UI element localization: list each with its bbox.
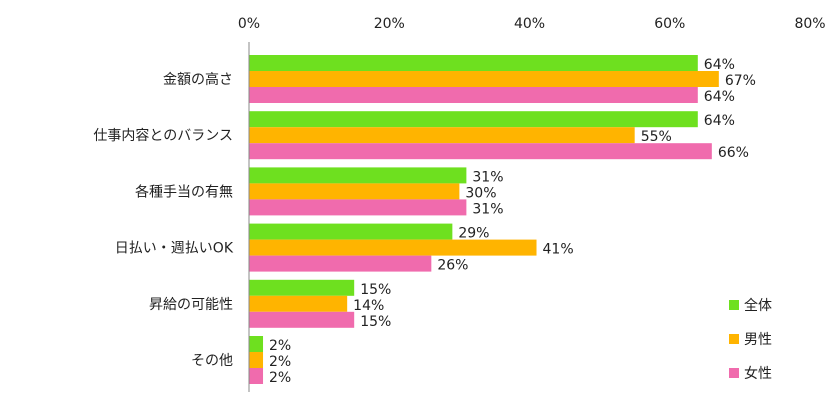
data-label: 15%: [360, 314, 391, 330]
bar: [249, 311, 355, 328]
data-label: 2%: [269, 338, 291, 354]
bar: [249, 336, 264, 352]
bar: [249, 295, 348, 312]
x-tick-label: 0%: [238, 16, 260, 32]
legend-label: 全体: [744, 297, 772, 314]
x-tick-label: 60%: [654, 16, 685, 32]
category-label: 各種手当の有無: [135, 184, 233, 200]
data-label: 14%: [353, 298, 384, 314]
bar: [249, 127, 635, 144]
bar: [249, 143, 712, 160]
bar: [249, 368, 264, 384]
data-label: 55%: [641, 129, 672, 145]
data-label: 66%: [718, 145, 749, 161]
category-label: その他: [191, 353, 233, 369]
category-label: 日払い・週払いOK: [115, 241, 234, 257]
bar: [249, 223, 453, 240]
bar: [249, 239, 537, 256]
x-tick-label: 40%: [514, 16, 545, 32]
x-axis-ticks: 0% 20% 40% 60% 80%: [238, 16, 826, 32]
bar: [249, 352, 264, 368]
x-tick-label: 20%: [374, 16, 405, 32]
bar: [249, 55, 698, 71]
data-label: 64%: [704, 113, 735, 129]
category-label: 金額の高さ: [163, 71, 233, 88]
legend-label: 女性: [744, 365, 772, 382]
bar: [249, 279, 355, 296]
data-label: 64%: [704, 89, 735, 105]
bar: [249, 71, 719, 87]
bar: [249, 111, 698, 128]
data-label: 15%: [360, 282, 391, 298]
data-label: 29%: [458, 226, 489, 242]
data-label: 31%: [472, 169, 503, 185]
legend-swatch: [729, 300, 739, 310]
data-label: 2%: [269, 354, 291, 370]
category-label: 昇給の可能性: [149, 297, 233, 313]
bar: [249, 255, 432, 272]
bar: [249, 167, 467, 184]
legend-label: 男性: [744, 332, 772, 348]
legend-swatch: [729, 368, 739, 378]
data-label: 2%: [269, 370, 291, 386]
legend-swatch: [729, 334, 739, 344]
data-label: 26%: [437, 258, 468, 274]
data-label: 41%: [543, 242, 574, 258]
bar: [249, 183, 460, 200]
bar: [249, 87, 698, 103]
data-label: 30%: [465, 185, 496, 201]
data-label: 31%: [472, 201, 503, 217]
value-labels: 64%67%64%64%55%66%31%30%31%29%41%26%15%1…: [269, 57, 756, 386]
x-tick-label: 80%: [794, 16, 825, 32]
data-label: 64%: [704, 57, 735, 73]
bar: [249, 199, 467, 216]
bars: [249, 55, 719, 384]
category-label: 仕事内容とのバランス: [93, 127, 233, 144]
data-label: 67%: [725, 73, 756, 89]
